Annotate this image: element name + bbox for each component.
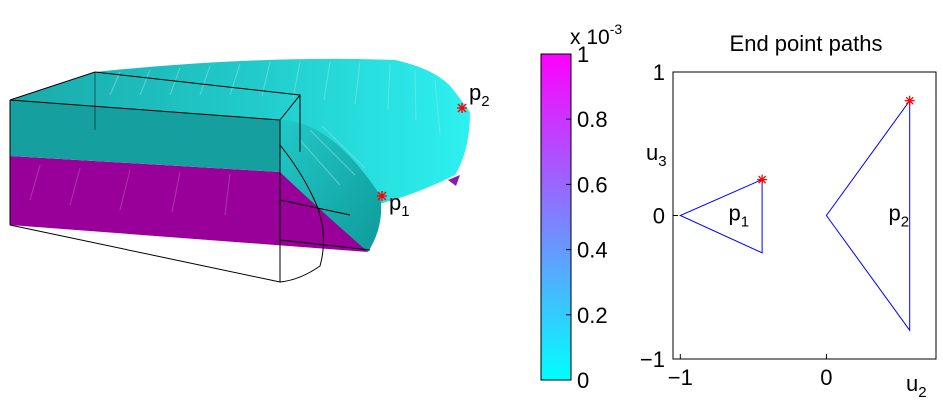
- plot-series: p1 p2: [679, 95, 915, 332]
- path-line-p1: [679, 179, 763, 254]
- path-marker-p2: [904, 95, 915, 106]
- path-label-p1: p1: [729, 201, 750, 231]
- colorbar-tick-label: 1: [577, 42, 589, 67]
- colorbar-exponent: x 10-3: [570, 21, 622, 49]
- y-tick-label: −1: [640, 347, 665, 372]
- beam-tip-fragment: [448, 175, 460, 186]
- p2-marker: [457, 103, 467, 113]
- x-tick-label: −1: [668, 365, 693, 390]
- beam-bottom-layer: [10, 156, 368, 252]
- x-axis-label: u2: [906, 371, 927, 401]
- end-point-paths-plot: End point paths −1 0 −1 0 1 p1 p2 u3 u2: [640, 31, 937, 401]
- beam-end-face: [280, 120, 382, 252]
- plot-ticks: −1 0 −1 0 1: [640, 60, 833, 390]
- beam-front-face: [10, 100, 280, 172]
- plot-title: End point paths: [730, 31, 883, 56]
- y-tick-label: 0: [653, 204, 665, 229]
- y-axis-label: u3: [646, 140, 667, 170]
- path-label-p2: p2: [889, 201, 910, 231]
- colorbar-ticks: 1 0.8 0.6 0.4 0.2 0: [566, 42, 608, 393]
- colorbar: x 10-3 1 0.8 0.6 0.4 0.2 0: [540, 21, 622, 393]
- colorbar-tick-label: 0.8: [577, 107, 608, 132]
- path-marker-p1: [757, 174, 768, 185]
- colorbar-tick-label: 0.2: [577, 303, 608, 328]
- x-tick-label: 0: [820, 365, 832, 390]
- colorbar-gradient: [540, 53, 572, 381]
- p2-label: p2: [469, 80, 490, 110]
- beam-3d-view: p1 p2: [9, 58, 490, 283]
- p1-marker: [377, 191, 387, 201]
- y-tick-label: 1: [653, 60, 665, 85]
- colorbar-tick-label: 0: [577, 368, 589, 393]
- p1-label: p1: [389, 190, 410, 220]
- beam-mesh-texture: [109, 61, 441, 186]
- path-line-p2: [825, 100, 911, 332]
- colorbar-tick-label: 0.4: [577, 238, 608, 263]
- colorbar-tick-label: 0.6: [577, 172, 608, 197]
- beam-reference-outline: [9, 71, 371, 283]
